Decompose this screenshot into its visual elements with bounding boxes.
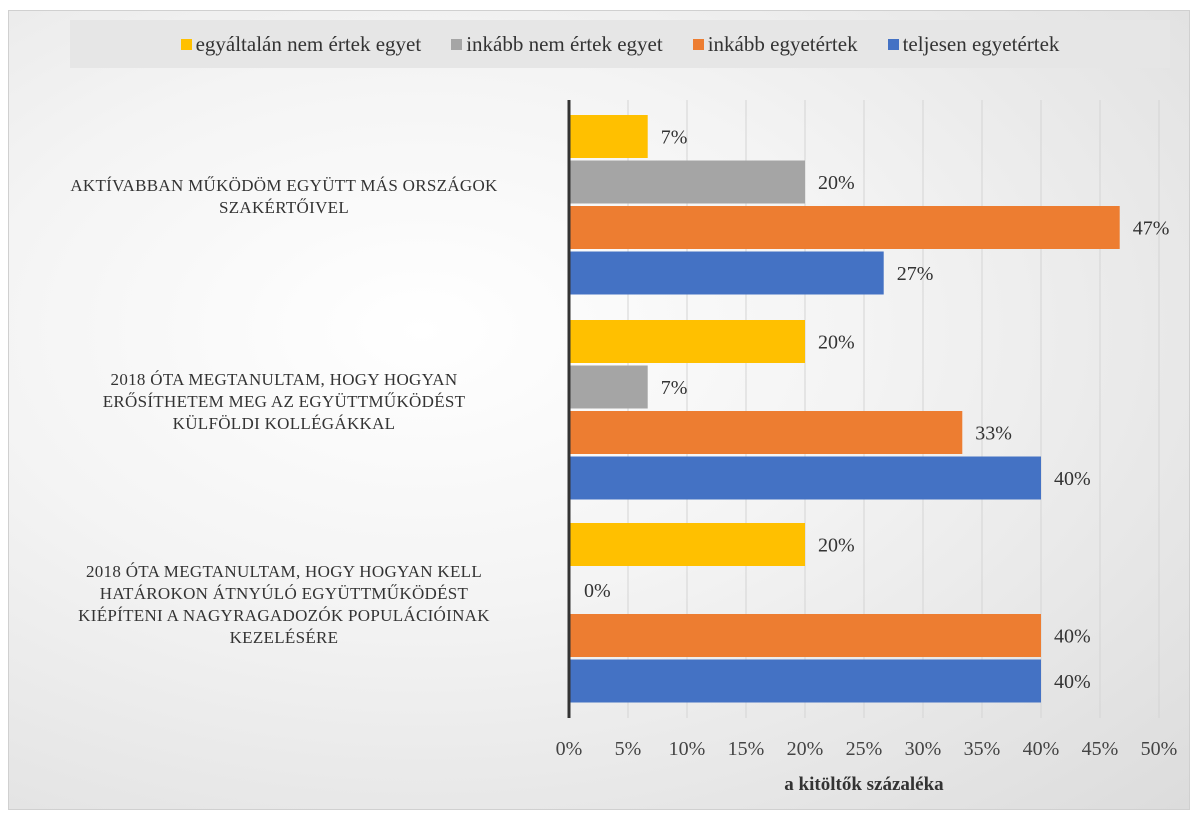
legend-label: inkább nem értek egyet xyxy=(466,31,663,56)
category-label: 2018 ÓTA MEGTANULTAM, HOGY HOGYAN ERŐSÍTH… xyxy=(4,369,564,435)
data-label: 7% xyxy=(661,377,688,399)
x-axis-title: a kitöltők százaléka xyxy=(784,774,944,795)
category-label-line: HATÁROKON ÁTNYÚLÓ EGYÜTTMŰKÖDÉST xyxy=(99,583,469,603)
data-label: 40% xyxy=(1054,671,1091,693)
legend-swatch xyxy=(180,38,192,50)
bar xyxy=(569,523,805,566)
x-tick-label: 15% xyxy=(728,738,765,760)
data-label: 7% xyxy=(661,127,688,149)
x-tick-label: 25% xyxy=(846,738,883,760)
x-tick-label: 40% xyxy=(1023,738,1060,760)
data-label: 40% xyxy=(1054,626,1091,648)
legend-label: teljesen egyetértek xyxy=(902,31,1060,56)
x-tick-label: 30% xyxy=(905,738,942,760)
bar xyxy=(569,456,1041,500)
category-label-line: KIÉPÍTENI A NAGYRAGADOZÓK POPULÁCIÓINAK xyxy=(78,605,490,625)
legend-swatch xyxy=(692,38,704,50)
x-tick-label: 10% xyxy=(669,738,706,760)
bar xyxy=(569,160,805,204)
legend: egyáltalán nem értek egyet inkább nem ért… xyxy=(70,20,1170,68)
x-tick-label: 0% xyxy=(556,738,583,760)
bar xyxy=(569,115,648,158)
bar xyxy=(569,251,884,295)
data-label: 20% xyxy=(818,535,855,557)
category-label: AKTÍVABBAN MŰKÖDÖM EGYÜTT MÁS ORSZÁGOK SZ… xyxy=(4,175,564,219)
data-label: 47% xyxy=(1133,218,1170,240)
data-label: 40% xyxy=(1054,468,1091,490)
data-label: 0% xyxy=(584,580,611,602)
category-label-line: 2018 ÓTA MEGTANULTAM, HOGY HOGYAN KELL xyxy=(85,561,483,581)
category-label-line: KEZELÉSÉRE xyxy=(229,627,339,647)
legend-label: inkább egyetértek xyxy=(707,31,858,56)
data-label: 33% xyxy=(975,423,1012,445)
category-label-line: AKTÍVABBAN MŰKÖDÖM EGYÜTT MÁS ORSZÁGOK xyxy=(70,175,498,195)
data-label: 27% xyxy=(897,263,934,285)
x-tick-label: 45% xyxy=(1082,738,1119,760)
data-label: 20% xyxy=(818,332,855,354)
legend-item: inkább egyetértek xyxy=(692,31,858,57)
bar xyxy=(569,365,648,409)
legend-swatch xyxy=(451,38,463,50)
legend-item: inkább nem értek egyet xyxy=(451,32,663,57)
legend-item: egyáltalán nem értek egyet xyxy=(180,31,422,57)
bar xyxy=(569,206,1120,249)
category-label: 2018 ÓTA MEGTANULTAM, HOGY HOGYAN KELL HA… xyxy=(4,561,564,649)
legend-item: teljesen egyetértek xyxy=(887,31,1060,57)
bar xyxy=(569,614,1041,657)
category-label-line: KÜLFÖLDI KOLLÉGÁKKAL xyxy=(172,413,396,433)
legend-label: egyáltalán nem értek egyet xyxy=(195,31,422,56)
x-tick-label: 5% xyxy=(615,738,642,760)
bar xyxy=(569,320,805,363)
category-label-line: SZAKÉRTŐIVEL xyxy=(218,197,350,217)
x-tick-label: 50% xyxy=(1141,738,1178,760)
bar xyxy=(569,659,1041,703)
x-tick-label: 20% xyxy=(787,738,824,760)
bar xyxy=(569,411,963,454)
data-label: 20% xyxy=(818,172,855,194)
x-tick-label: 35% xyxy=(964,738,1001,760)
category-label-line: ERŐSÍTHETEM MEG AZ EGYÜTTMŰKÖDÉST xyxy=(102,391,466,411)
legend-swatch xyxy=(887,38,899,50)
category-label-line: 2018 ÓTA MEGTANULTAM, HOGY HOGYAN xyxy=(110,369,458,389)
